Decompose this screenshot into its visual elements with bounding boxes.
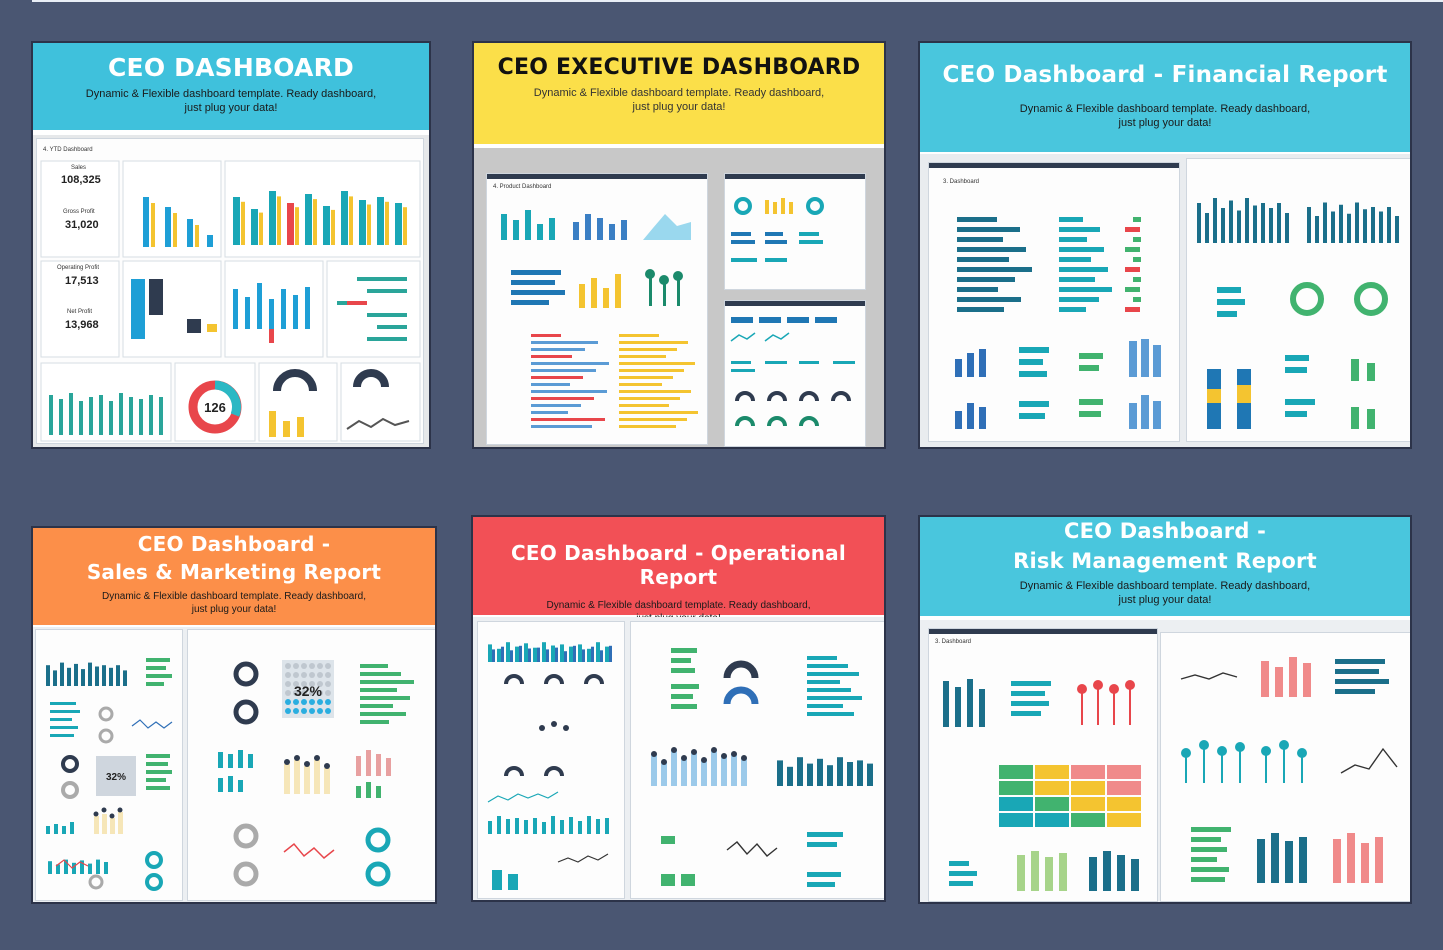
card-banner: CEO EXECUTIVE DASHBOARD Dynamic & Flexib…	[474, 43, 884, 144]
pct-value: 32%	[106, 772, 126, 783]
card-title: CEO Dashboard -	[1063, 519, 1267, 543]
card-banner: CEO Dashboard - Sales & Marketing Report…	[33, 528, 435, 625]
kpi-net-profit: 13,968	[65, 319, 99, 331]
card-title-line2: Sales & Marketing Report	[86, 560, 382, 584]
pct-value-large: 32%	[294, 683, 323, 699]
dashboard-preview: 32% 32%	[33, 627, 435, 902]
kpi-operating-profit: 17,513	[65, 275, 99, 287]
card-banner: CEO DASHBOARD Dynamic & Flexible dashboa…	[33, 43, 429, 130]
preview-sheet-title: 3. Dashboard	[943, 179, 980, 185]
dashboard-preview	[473, 617, 884, 900]
card-title: CEO EXECUTIVE DASHBOARD	[497, 55, 861, 80]
card-subtitle: Dynamic & Flexible dashboard template. R…	[1019, 580, 1311, 606]
card-ceo-dashboard-financial[interactable]: CEO Dashboard - Financial Report Dynamic…	[920, 43, 1410, 447]
card-ceo-dashboard-risk[interactable]: CEO Dashboard - Risk Management Report D…	[920, 517, 1410, 902]
card-banner: CEO Dashboard - Risk Management Report D…	[920, 517, 1410, 616]
card-subtitle: Dynamic & Flexible dashboard template. R…	[533, 87, 825, 113]
card-banner: CEO Dashboard - Financial Report Dynamic…	[920, 43, 1410, 152]
card-banner: CEO Dashboard - Operational Report Dynam…	[473, 517, 884, 624]
kpi-gross-profit: 31,020	[65, 219, 99, 231]
preview-sheet-title: 4. Product Dashboard	[493, 184, 552, 190]
card-title: CEO Dashboard -	[137, 532, 331, 556]
preview-charts: 32%	[46, 658, 173, 891]
preview-charts	[955, 217, 1161, 429]
card-title: CEO DASHBOARD	[108, 53, 354, 82]
top-divider	[32, 0, 1443, 2]
preview-charts	[501, 210, 698, 428]
preview-charts: 126	[40, 160, 421, 442]
card-ceo-dashboard[interactable]: CEO DASHBOARD Dynamic & Flexible dashboa…	[33, 43, 429, 447]
card-subtitle: Dynamic & Flexible dashboard template. R…	[1019, 103, 1311, 129]
headcount-value: 126	[204, 400, 226, 415]
card-title-line2: Risk Management Report	[1013, 549, 1317, 573]
preview-sheet-title: 3. Dashboard	[935, 639, 972, 645]
preview-sheet-title: 4. YTD Dashboard	[43, 147, 93, 153]
preview-charts	[943, 679, 1141, 891]
card-ceo-dashboard-operational[interactable]: CEO Dashboard - Operational Report Dynam…	[473, 517, 884, 900]
card-ceo-executive-dashboard[interactable]: CEO EXECUTIVE DASHBOARD Dynamic & Flexib…	[474, 43, 884, 447]
dashboard-preview: 3. Dashboard	[920, 154, 1410, 447]
card-subtitle: Dynamic & Flexible dashboard template. R…	[85, 88, 377, 114]
dashboard-preview: 3. Dashboard	[920, 620, 1410, 902]
dashboard-preview: 4. Product Dashboard	[474, 148, 884, 447]
card-title: CEO Dashboard - Financial Report	[942, 62, 1388, 88]
card-ceo-dashboard-sales-marketing[interactable]: CEO Dashboard - Sales & Marketing Report…	[33, 528, 435, 902]
card-title: CEO Dashboard - Operational Report	[511, 541, 846, 589]
dashboard-preview: 4. YTD Dashboard	[33, 135, 429, 447]
kpi-sales: 108,325	[61, 174, 101, 186]
card-subtitle: Dynamic & Flexible dashboard template. R…	[101, 591, 367, 615]
preview-charts	[487, 642, 612, 890]
